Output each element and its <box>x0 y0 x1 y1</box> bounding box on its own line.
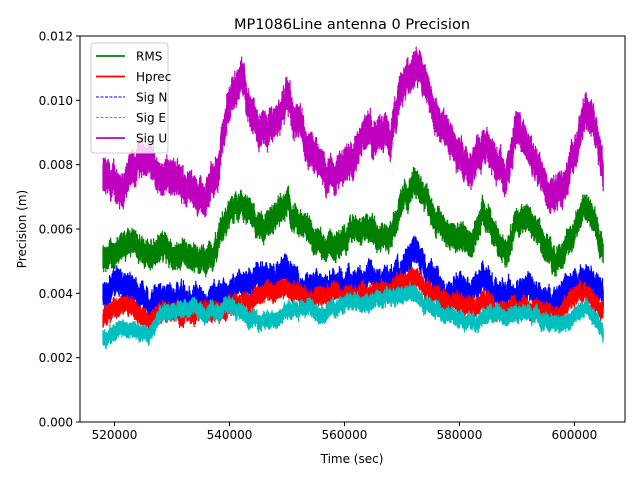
plot-area <box>102 46 604 350</box>
legend-label: Sig U <box>136 132 167 146</box>
chart-title: MP1086Line antenna 0 Precision <box>234 17 470 33</box>
legend-item-sig-e: Sig E <box>96 111 166 125</box>
x-axis: 520000 540000 560000 580000 600000 <box>92 422 598 442</box>
legend: RMS Hprec Sig N Sig E Sig U <box>90 42 171 154</box>
y-tick-label: 0.008 <box>39 158 73 172</box>
legend-label: Sig N <box>136 91 167 105</box>
legend-label: RMS <box>136 50 162 64</box>
legend-item-hprec: Hprec <box>96 70 171 84</box>
legend-box <box>90 42 169 154</box>
y-tick-label: 0.006 <box>39 223 73 237</box>
y-tick-label: 0.010 <box>39 94 73 108</box>
series-sig-u <box>102 46 604 218</box>
legend-item-rms: RMS <box>96 50 162 64</box>
series-line <box>102 281 604 350</box>
y-axis-label: Precision (m) <box>15 190 29 268</box>
legend-item-sig-u: Sig U <box>96 132 167 146</box>
series-line <box>102 46 604 218</box>
x-tick-label: 540000 <box>207 428 253 442</box>
x-tick-label: 580000 <box>437 428 483 442</box>
y-axis: 0.000 0.002 0.004 0.006 0.008 0.010 0.012 <box>39 30 80 430</box>
series-sig-e <box>102 281 604 350</box>
x-tick-label: 560000 <box>322 428 368 442</box>
x-tick-label: 520000 <box>92 428 138 442</box>
y-tick-label: 0.004 <box>39 287 73 301</box>
y-tick-label: 0.002 <box>39 351 73 365</box>
series-rms <box>102 167 604 278</box>
y-tick-label: 0.000 <box>39 416 73 430</box>
x-tick-label: 600000 <box>552 428 598 442</box>
legend-item-sig-n: Sig N <box>96 91 167 105</box>
x-axis-label: Time (sec) <box>320 452 384 466</box>
legend-label: Hprec <box>136 70 171 84</box>
legend-label: Sig E <box>136 111 166 125</box>
y-tick-label: 0.012 <box>39 30 73 44</box>
